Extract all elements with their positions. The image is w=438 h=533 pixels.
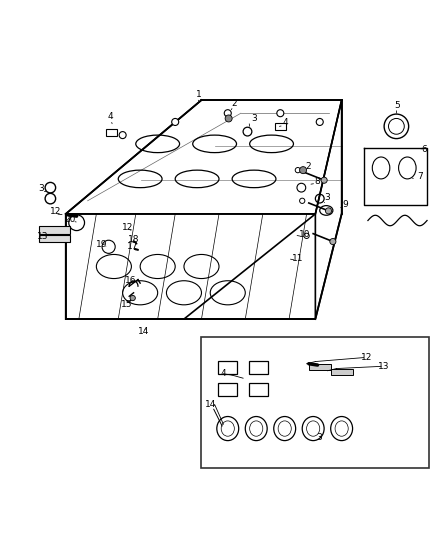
Text: 8: 8 xyxy=(314,176,321,185)
Text: 18: 18 xyxy=(128,235,139,244)
Text: 4: 4 xyxy=(221,369,226,378)
Bar xyxy=(249,383,268,395)
Text: 3: 3 xyxy=(316,433,322,442)
Circle shape xyxy=(119,132,126,139)
Text: 4: 4 xyxy=(108,112,113,121)
Bar xyxy=(201,336,429,468)
Text: 13: 13 xyxy=(37,232,49,241)
Bar xyxy=(249,361,268,374)
Text: 13: 13 xyxy=(378,362,390,371)
Circle shape xyxy=(225,115,232,122)
Text: 19: 19 xyxy=(96,240,107,249)
Text: 4: 4 xyxy=(283,118,288,127)
Circle shape xyxy=(300,167,307,174)
Text: 15: 15 xyxy=(121,300,133,309)
Circle shape xyxy=(330,238,336,245)
Circle shape xyxy=(295,167,300,173)
Bar xyxy=(39,235,70,243)
Bar xyxy=(218,383,237,395)
Bar xyxy=(331,368,353,375)
Text: 10: 10 xyxy=(299,230,310,239)
Circle shape xyxy=(277,110,284,117)
Bar xyxy=(309,364,331,370)
Circle shape xyxy=(304,233,309,238)
Text: 12: 12 xyxy=(50,207,62,216)
Circle shape xyxy=(172,118,179,125)
Text: 17: 17 xyxy=(127,243,138,251)
Text: 12: 12 xyxy=(361,353,372,362)
Circle shape xyxy=(321,177,327,183)
Text: 5: 5 xyxy=(394,101,400,110)
Circle shape xyxy=(300,198,305,204)
Text: 3: 3 xyxy=(325,193,331,202)
Text: 11: 11 xyxy=(292,254,304,263)
Text: 16: 16 xyxy=(125,276,136,285)
Bar xyxy=(218,361,237,374)
Text: 7: 7 xyxy=(417,172,424,181)
Text: 2: 2 xyxy=(232,99,237,108)
Text: 2: 2 xyxy=(305,162,311,171)
Text: 20: 20 xyxy=(64,215,76,224)
Circle shape xyxy=(130,295,135,301)
Text: 6: 6 xyxy=(421,144,427,154)
Circle shape xyxy=(224,110,231,117)
Circle shape xyxy=(316,118,323,125)
Text: 3: 3 xyxy=(39,184,45,193)
Text: 9: 9 xyxy=(342,200,348,209)
Text: 3: 3 xyxy=(251,114,257,123)
Text: 12: 12 xyxy=(122,223,134,232)
Text: 14: 14 xyxy=(138,327,149,336)
Text: 14: 14 xyxy=(205,400,217,409)
Text: 1: 1 xyxy=(196,90,202,99)
Circle shape xyxy=(325,208,332,214)
Bar xyxy=(39,226,70,233)
Bar xyxy=(275,123,286,130)
Bar xyxy=(106,130,117,136)
